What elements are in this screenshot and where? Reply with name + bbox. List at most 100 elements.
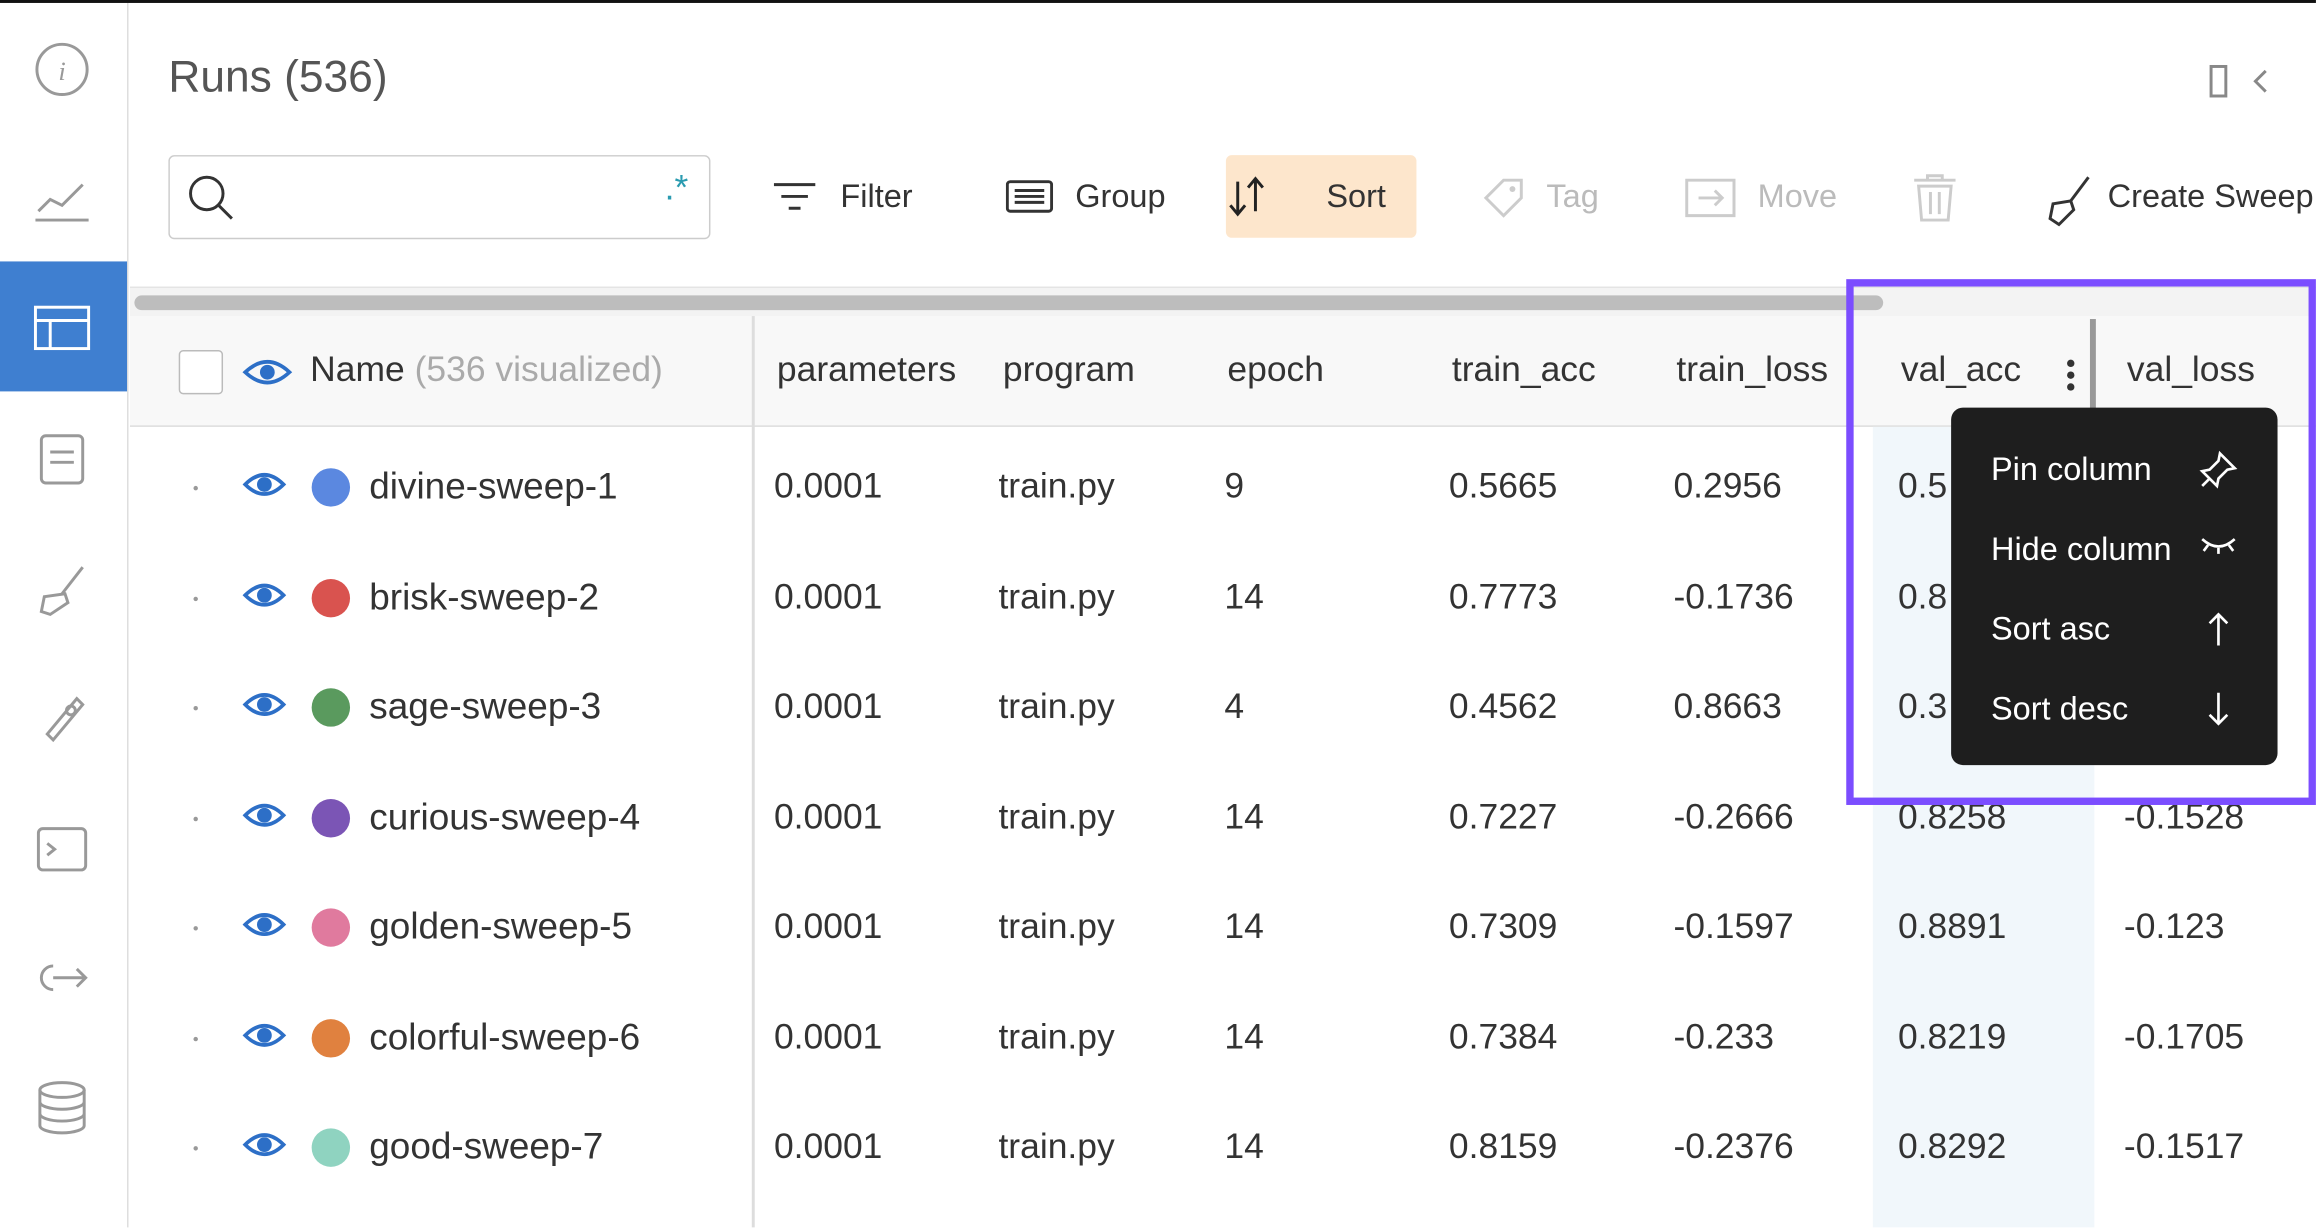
table-cell: 0.0001 [773,1016,883,1057]
row-handle[interactable] [193,1036,198,1041]
toolbar-icon [1480,174,1527,229]
run-color[interactable] [311,1018,351,1057]
page-title: Runs (536) [168,53,388,102]
row-handle[interactable] [193,1146,198,1151]
table-cell: 14 [1224,576,1264,617]
scrollbar[interactable] [129,286,2316,318]
table-cell: -0.1705 [2123,1016,2245,1057]
table-cell: train.py [998,576,1115,617]
column-resizer[interactable] [2089,319,2096,426]
row-handle[interactable] [193,485,198,491]
table-cell: 14 [1224,906,1264,947]
table-cell: train.py [998,1016,1115,1057]
pinned-divider [751,316,755,1228]
menu-icon[interactable] [2199,690,2237,736]
search-box[interactable]: .* [168,155,711,240]
toolbar-icon[interactable] [1005,179,1054,222]
visibility-toggle[interactable] [242,688,287,728]
table-cell: -0.123 [2123,906,2225,947]
table-cell: 0.0001 [773,1126,883,1167]
table-cell: 0.2956 [1673,466,1782,507]
column-header[interactable]: epoch [1227,350,1324,390]
toolbar-button[interactable]: Group [1075,177,1166,215]
table-cell: -0.1517 [2123,1126,2245,1167]
run-name[interactable]: good-sweep-7 [369,1126,604,1168]
column-header[interactable]: train_acc [1451,350,1596,390]
menu-icon[interactable] [2199,530,2237,567]
row-handle[interactable] [193,816,198,821]
select-all-checkbox[interactable] [178,350,224,395]
panel-toggle[interactable] [2201,62,2275,103]
toolbar-icon[interactable] [771,179,818,222]
table-cell: 14 [1224,796,1264,837]
run-name[interactable]: colorful-sweep-6 [369,1016,641,1058]
run-name[interactable]: divine-sweep-1 [369,465,618,508]
table-cell: 0.3 [1897,686,1948,727]
visibility-all[interactable] [242,354,293,389]
run-name[interactable]: curious-sweep-4 [369,796,641,838]
name-header[interactable]: Name (536 visualized) [310,316,663,425]
toolbar-icon[interactable] [2044,174,2091,235]
svg-text:i: i [58,56,65,86]
run-color[interactable] [311,798,351,837]
menu-item[interactable]: Sort desc [1990,689,2129,727]
highlight-box [1846,279,2316,805]
row-handle[interactable] [193,595,198,601]
visibility-toggle[interactable] [242,798,287,838]
table-cell: -0.233 [1673,1016,1774,1057]
column-header[interactable]: train_loss [1676,350,1829,390]
scroll-thumb[interactable] [134,295,1884,311]
run-color[interactable] [311,908,351,947]
table-icon[interactable] [32,298,91,357]
table-cell: 0.8292 [1897,1126,2007,1167]
report-icon[interactable] [32,428,91,487]
run-name[interactable]: sage-sweep-3 [369,686,602,728]
export-icon[interactable] [32,948,91,1007]
visibility-toggle[interactable] [242,1128,287,1168]
visibility-toggle[interactable] [242,1018,287,1058]
visibility-toggle[interactable] [242,468,287,508]
table-cell: 0.8159 [1448,1126,1558,1167]
column-header[interactable]: val_loss [2126,350,2255,390]
charts-icon[interactable] [32,170,91,229]
table-cell: -0.2376 [1673,1126,1794,1167]
visibility-toggle[interactable] [242,908,287,948]
row-handle[interactable] [193,926,198,931]
run-color[interactable] [311,1128,351,1167]
table-cell: train.py [998,796,1115,837]
info-icon[interactable]: i [32,40,91,99]
visibility-toggle[interactable] [242,578,287,618]
terminal-icon[interactable] [32,820,91,879]
toolbar-button[interactable]: Create Sweep [2107,177,2314,215]
search-icon [189,175,233,220]
artifacts-icon[interactable] [32,1078,91,1137]
table-cell: -0.2666 [1673,796,1794,837]
sweep-icon[interactable] [32,561,91,620]
column-header[interactable]: parameters [776,350,957,390]
toolbar-button[interactable]: Filter [840,177,913,215]
menu-item[interactable]: Hide column [1990,530,2172,568]
menu-item[interactable]: Pin column [1990,450,2152,488]
table-cell: 0.8663 [1673,686,1782,727]
launch-icon[interactable] [32,690,91,749]
run-color[interactable] [311,578,351,617]
run-name[interactable]: golden-sweep-5 [369,906,633,948]
column-header[interactable]: program [1002,350,1135,390]
run-color[interactable] [311,688,351,727]
regex-toggle[interactable]: .* [664,168,689,209]
toolbar-icon[interactable] [1226,176,1267,225]
table-cell: 0.7384 [1448,1016,1558,1057]
row-handle[interactable] [193,706,198,711]
sidebar: i [0,2,129,1228]
column-menu-button[interactable] [2062,354,2080,395]
run-name[interactable]: brisk-sweep-2 [369,576,600,618]
menu-icon[interactable] [2199,610,2237,656]
toolbar-button[interactable]: Sort [1326,177,1386,215]
table-cell: train.py [998,906,1115,947]
menu-icon[interactable] [2199,450,2238,496]
column-header[interactable]: val_acc [1900,350,2022,390]
table-cell: 0.8 [1897,576,1948,617]
menu-item[interactable]: Sort asc [1990,610,2111,647]
run-color[interactable] [311,468,351,507]
